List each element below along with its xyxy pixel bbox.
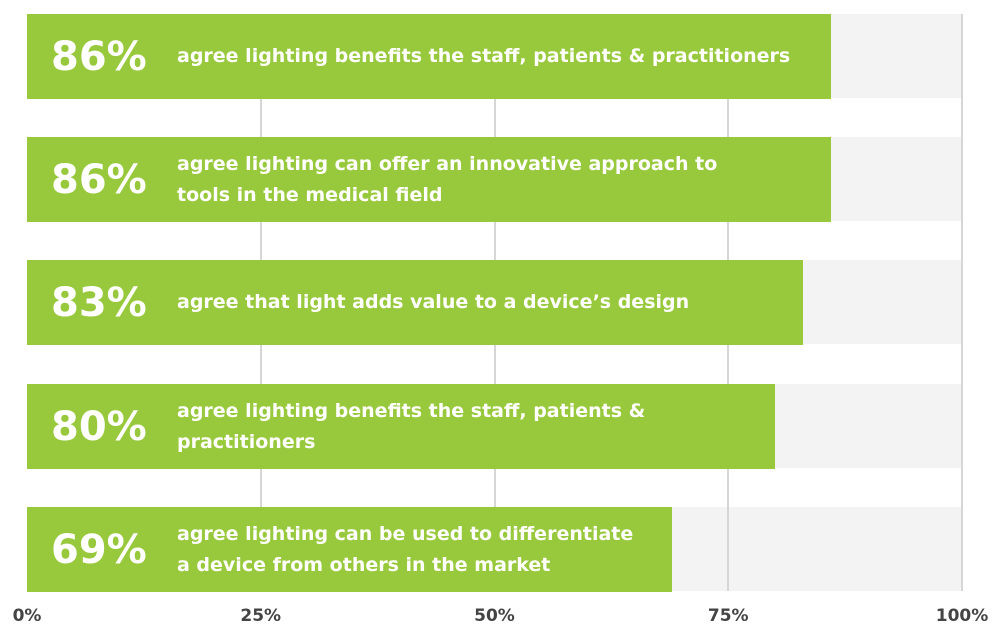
- bar: 80% agree lighting benefits the staff, pa…: [27, 384, 775, 469]
- x-tick-label: 100%: [935, 606, 989, 626]
- bar: 86% agree lighting benefits the staff, pa…: [27, 14, 832, 99]
- category-label-line: a device from others in the market: [177, 553, 551, 576]
- category-label: agree lighting can offer an innovative a…: [177, 149, 717, 211]
- category-label-line: agree lighting can be used to differenti…: [177, 522, 634, 545]
- category-label: agree that light adds value to a device’…: [177, 287, 689, 318]
- category-label-line: agree lighting benefits the staff, patie…: [177, 45, 791, 67]
- x-tick-label: 0%: [12, 606, 42, 626]
- data-label: 83%: [51, 279, 147, 326]
- category-label: agree lighting benefits the staff, patie…: [177, 396, 645, 458]
- category-label-line: agree lighting benefits the staff, patie…: [177, 399, 646, 422]
- category-label: agree lighting benefits the staff, patie…: [177, 41, 790, 72]
- data-label: 80%: [51, 403, 147, 450]
- x-tick-label: 25%: [240, 606, 282, 626]
- category-label-line: tools in the medical field: [177, 183, 443, 206]
- gridline: [961, 14, 963, 591]
- bar: 83% agree that light adds value to a devi…: [27, 260, 804, 345]
- data-label: 69%: [51, 526, 147, 573]
- x-tick-label: 50%: [474, 606, 515, 626]
- category-label-line: practitioners: [177, 430, 316, 453]
- data-label: 86%: [51, 33, 147, 80]
- bar: 86% agree lighting can offer an innovativ…: [27, 137, 832, 222]
- category-label-line: agree that light adds value to a device’…: [177, 291, 690, 313]
- category-label: agree lighting can be used to differenti…: [177, 519, 633, 581]
- x-tick-label: 75%: [707, 606, 749, 626]
- category-label-line: agree lighting can offer an innovative a…: [177, 152, 718, 175]
- data-label: 86%: [51, 156, 147, 203]
- bar: 69% agree lighting can be used to differe…: [27, 507, 673, 592]
